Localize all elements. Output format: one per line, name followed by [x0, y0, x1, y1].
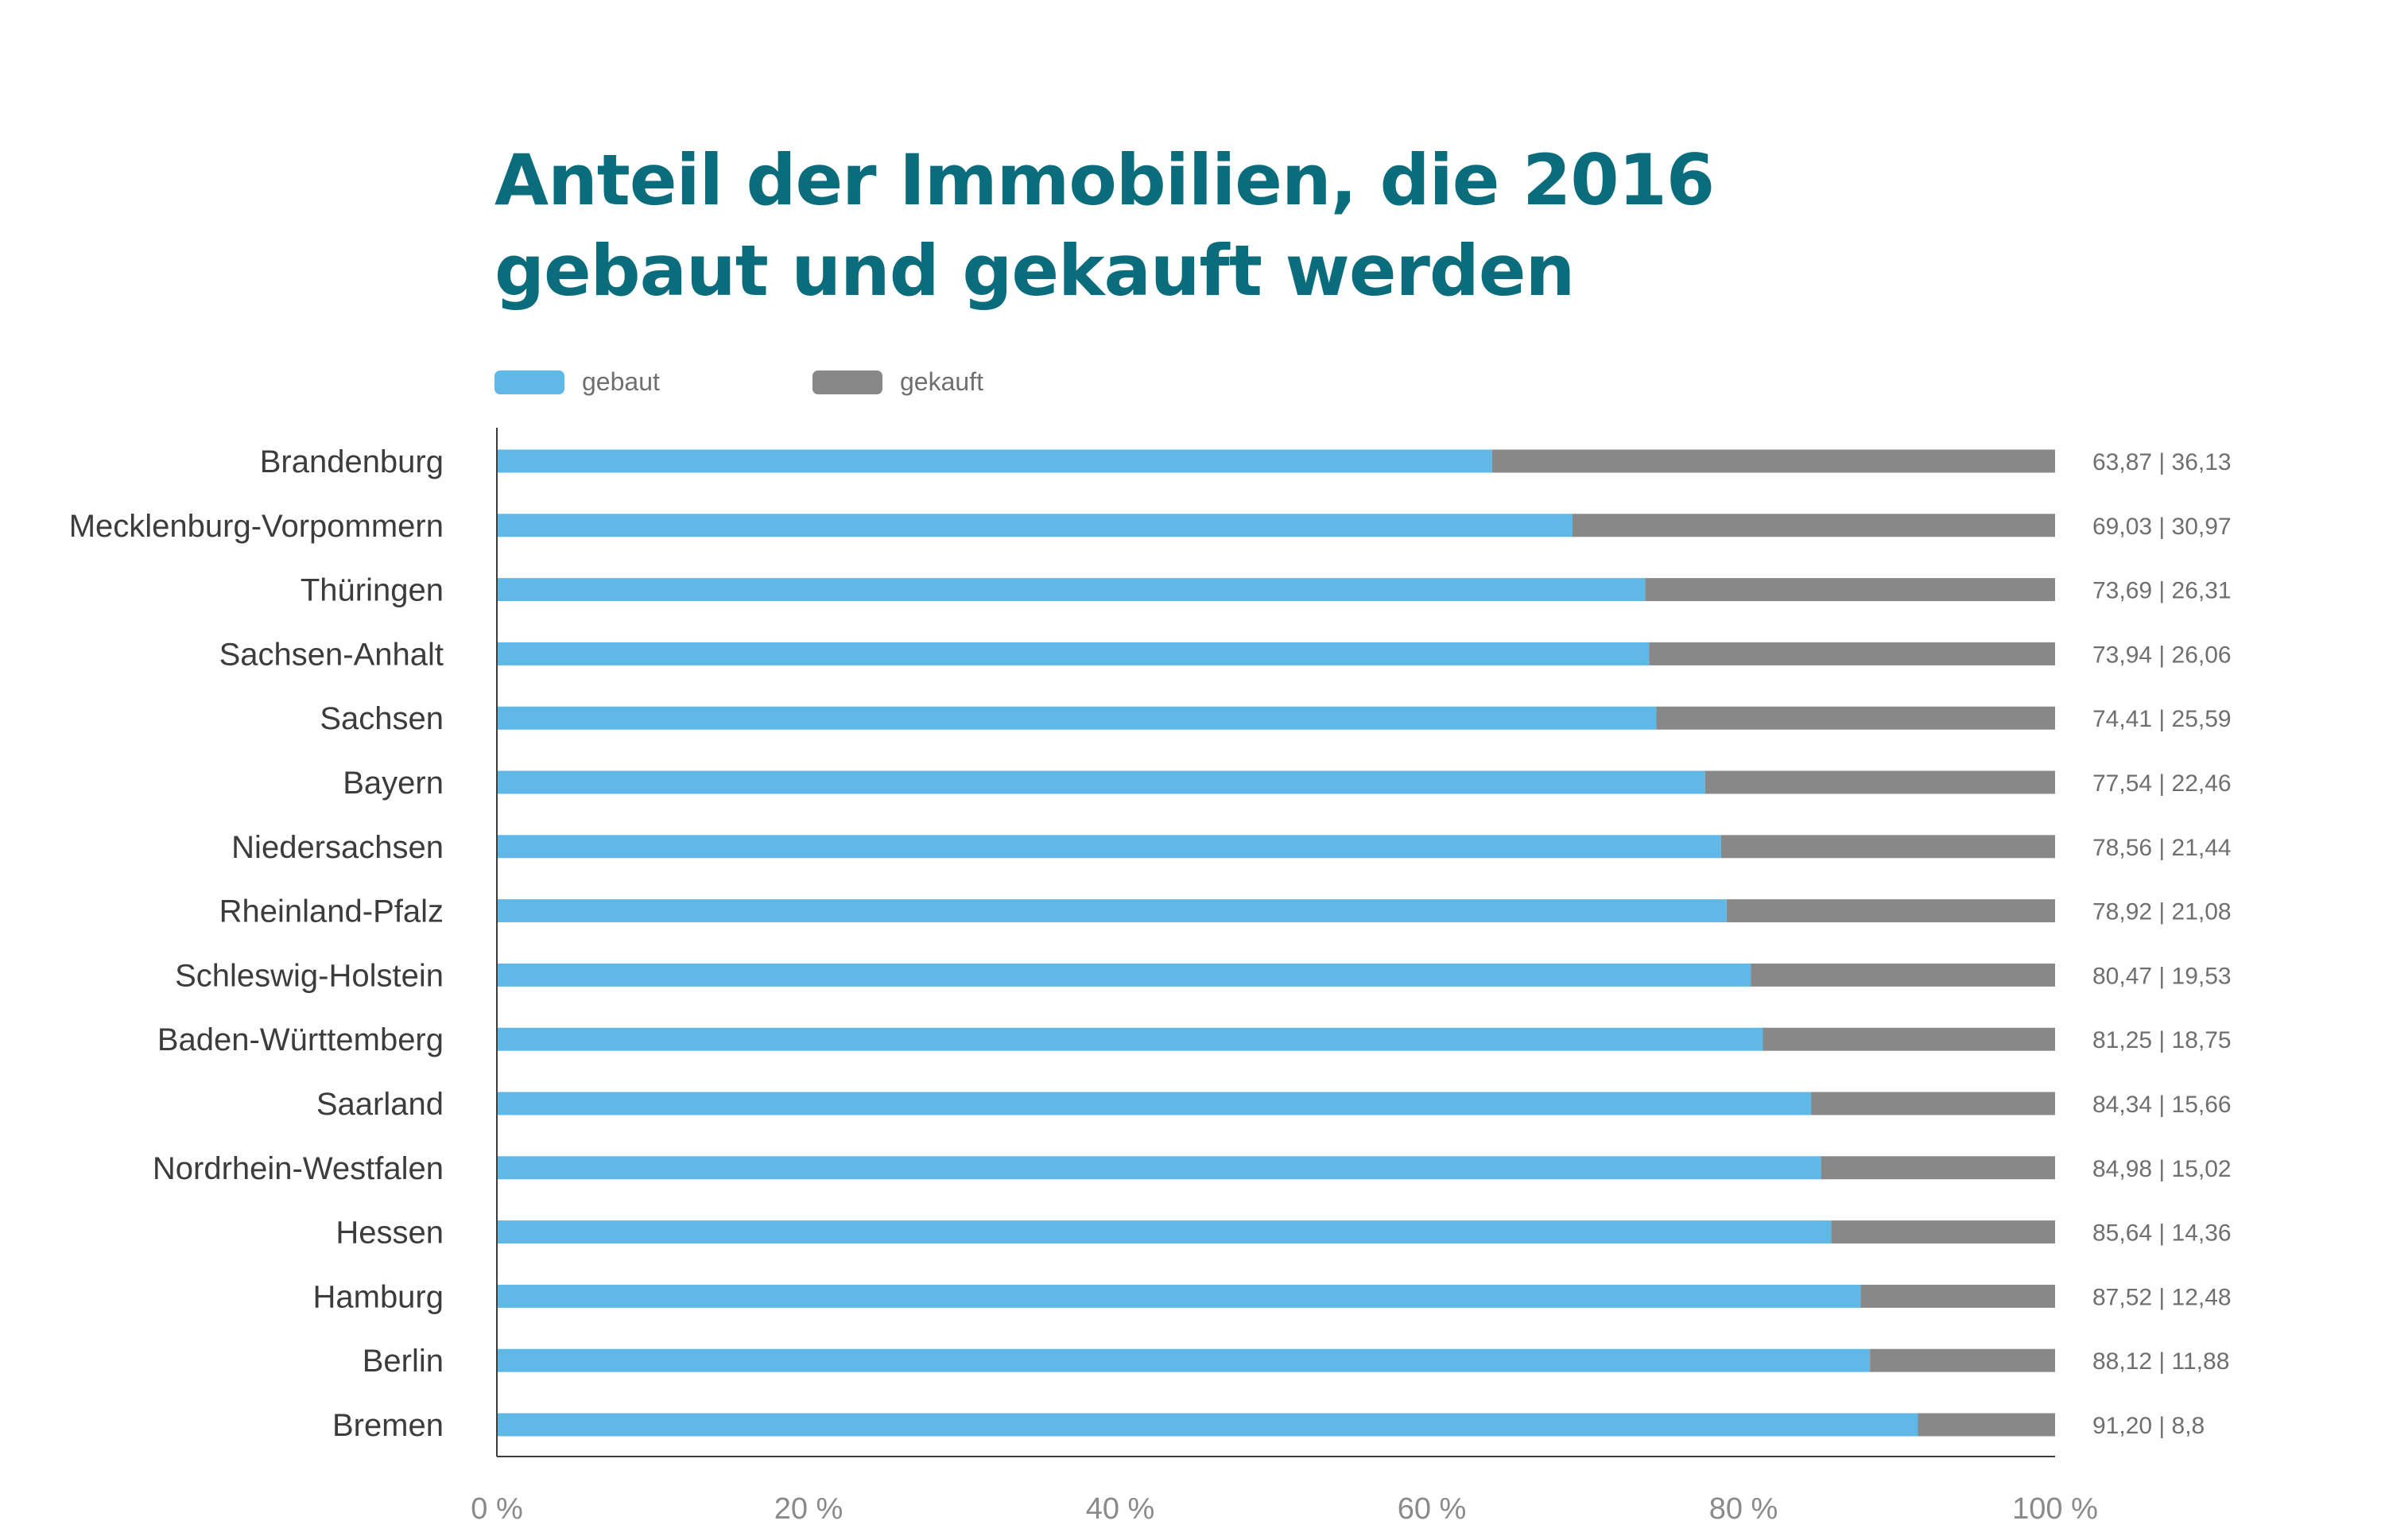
category-label-sachsen-anhalt: Sachsen-Anhalt [219, 637, 444, 672]
bar-gekauft-niedersachsen [1720, 835, 2055, 859]
x-tick-label-2: 40 % [1086, 1492, 1155, 1526]
category-label-bremen: Bremen [332, 1408, 444, 1443]
category-label-hamburg: Hamburg [312, 1279, 444, 1314]
bar-gekauft-rheinland-pfalz [1726, 899, 2055, 923]
bar-gebaut-mecklenburg-vorpommern [497, 514, 1573, 537]
x-tick-label-0: 0 % [471, 1492, 522, 1526]
bar-gebaut-saarland [497, 1092, 1812, 1115]
category-label-baden-wurttemberg: Baden-Württemberg [157, 1022, 444, 1057]
x-tick-label-5: 100 % [2012, 1492, 2098, 1526]
category-label-thuringen: Thüringen [301, 573, 444, 608]
bar-gebaut-nordrhein-westfalen [497, 1156, 1821, 1180]
data-label-sachsen: 74,41 | 25,59 [2092, 706, 2232, 732]
data-label-rheinland-pfalz: 78,92 | 21,08 [2092, 899, 2232, 925]
category-label-sachsen: Sachsen [320, 701, 444, 736]
bar-gebaut-hessen [497, 1220, 1832, 1244]
data-label-hamburg: 87,52 | 12,48 [2092, 1284, 2232, 1310]
bar-gekauft-baden-wurttemberg [1763, 1027, 2055, 1051]
bar-gekauft-bayern [1704, 770, 2055, 794]
x-tick-label-3: 60 % [1398, 1492, 1467, 1526]
legend-swatch-gebaut [494, 370, 564, 394]
legend-label-gekauft: gekauft [900, 367, 983, 396]
bar-gebaut-sachsen [497, 706, 1657, 730]
data-label-thuringen: 73,69 | 26,31 [2092, 578, 2232, 604]
data-label-baden-wurttemberg: 81,25 | 18,75 [2092, 1027, 2232, 1053]
data-label-nordrhein-westfalen: 84,98 | 15,02 [2092, 1156, 2232, 1182]
category-label-saarland: Saarland [316, 1087, 444, 1122]
data-label-schleswig-holstein: 80,47 | 19,53 [2092, 963, 2232, 989]
bar-gekauft-hamburg [1860, 1284, 2055, 1308]
bar-gekauft-sachsen-anhalt [1649, 642, 2055, 665]
data-label-bremen: 91,20 | 8,8 [2092, 1413, 2205, 1439]
bar-gebaut-bayern [497, 770, 1705, 794]
bar-gebaut-baden-wurttemberg [497, 1027, 1763, 1051]
data-label-hessen: 85,64 | 14,36 [2092, 1220, 2232, 1247]
data-label-bayern: 77,54 | 22,46 [2092, 770, 2232, 797]
bar-gebaut-bremen [497, 1413, 1918, 1437]
category-label-nordrhein-westfalen: Nordrhein-Westfalen [153, 1151, 444, 1186]
bar-gebaut-niedersachsen [497, 835, 1721, 859]
bar-gekauft-sachsen [1656, 706, 2055, 730]
category-label-schleswig-holstein: Schleswig-Holstein [175, 958, 444, 993]
data-label-mecklenburg-vorpommern: 69,03 | 30,97 [2092, 514, 2232, 540]
data-label-brandenburg: 63,87 | 36,13 [2092, 449, 2232, 475]
bar-gekauft-brandenburg [1491, 449, 2055, 473]
bar-gekauft-hessen [1831, 1220, 2055, 1244]
chart-title-line-1: Anteil der Immobilien, die 2016 [494, 139, 1715, 221]
category-label-bayern: Bayern [343, 766, 444, 801]
bar-gekauft-thuringen [1645, 578, 2055, 602]
bar-gebaut-thuringen [497, 578, 1646, 602]
category-label-berlin: Berlin [363, 1344, 444, 1379]
bar-gebaut-sachsen-anhalt [497, 642, 1650, 665]
category-label-mecklenburg-vorpommern: Mecklenburg-Vorpommern [69, 509, 444, 544]
legend-label-gebaut: gebaut [582, 367, 660, 396]
bar-gekauft-saarland [1811, 1092, 2055, 1115]
category-label-hessen: Hessen [335, 1216, 444, 1251]
x-tick-label-1: 20 % [774, 1492, 843, 1526]
legend-item-gebaut: gebaut [494, 367, 660, 397]
category-label-brandenburg: Brandenburg [260, 444, 444, 479]
bar-gebaut-berlin [497, 1348, 1871, 1372]
legend-swatch-gekauft [812, 370, 882, 394]
category-label-niedersachsen: Niedersachsen [231, 830, 444, 865]
chart-title: Anteil der Immobilien, die 2016 gebaut u… [494, 135, 1846, 316]
bar-gebaut-brandenburg [497, 449, 1492, 473]
bar-gekauft-berlin [1870, 1348, 2055, 1372]
data-label-sachsen-anhalt: 73,94 | 26,06 [2092, 642, 2232, 668]
bar-gebaut-schleswig-holstein [497, 963, 1751, 987]
x-tick-label-4: 80 % [1709, 1492, 1778, 1526]
bar-gebaut-rheinland-pfalz [497, 899, 1727, 923]
category-label-rheinland-pfalz: Rheinland-Pfalz [219, 894, 444, 929]
bar-gebaut-hamburg [497, 1284, 1861, 1308]
chart-title-line-2: gebaut und gekauft werden [494, 230, 1575, 312]
bar-gekauft-schleswig-holstein [1751, 963, 2055, 987]
bar-gekauft-mecklenburg-vorpommern [1572, 514, 2055, 537]
data-label-berlin: 88,12 | 11,88 [2092, 1348, 2229, 1375]
legend-item-gekauft: gekauft [812, 367, 983, 397]
data-label-saarland: 84,34 | 15,66 [2092, 1092, 2232, 1118]
bar-gekauft-nordrhein-westfalen [1821, 1156, 2055, 1180]
data-label-niedersachsen: 78,56 | 21,44 [2092, 835, 2232, 861]
bar-gekauft-bremen [1918, 1413, 2055, 1437]
